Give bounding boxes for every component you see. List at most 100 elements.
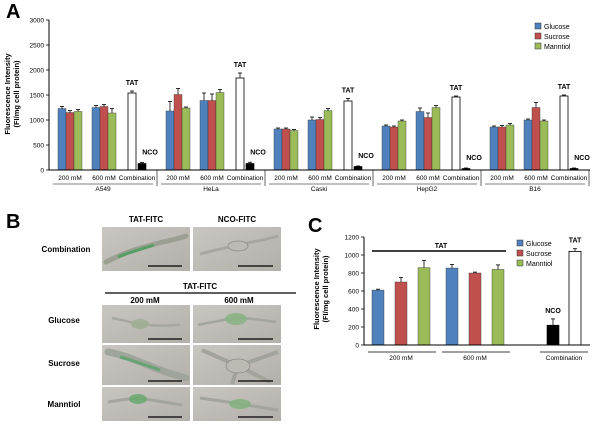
panel-b-row-sucrose: Sucrose xyxy=(48,359,80,368)
panel-a-ylabel-line1: Fluorescence Intensity xyxy=(3,53,12,135)
bar-A549-200mm-sucrose xyxy=(65,112,75,171)
bar-HeLa-600mm-sucrose xyxy=(207,100,217,171)
legend-c-swatch-sucrose xyxy=(516,249,524,257)
annotation-B16-tat: TAT xyxy=(558,84,571,91)
panel-c-annotation-tat: TAT xyxy=(569,238,582,245)
bar-A549-200mm-mannitol xyxy=(73,111,83,171)
panel-a-legend: Glucose Sucrose Manntiol xyxy=(534,22,571,51)
bar-c-combination-nco xyxy=(546,324,560,346)
bar-A549-600mm-sucrose xyxy=(99,106,109,171)
panel-a-sublabel-B16-0: 200 mM xyxy=(490,175,513,182)
bar-HepG2-600mm-sucrose xyxy=(423,117,433,171)
bar-c-0-sucrose xyxy=(394,281,408,346)
micrograph-glucose-200 xyxy=(102,305,190,343)
panel-b-col-200mm: 200 mM xyxy=(130,296,160,305)
panel-a-group-label-Caski: Caski xyxy=(311,186,327,193)
bar-HepG2-200mm-glucose xyxy=(381,125,391,171)
panel-c-legend: Glucose Sucrose Manntiol xyxy=(516,239,553,268)
bar-c-1-sucrose xyxy=(468,272,482,346)
micrograph-mannitol-200 xyxy=(102,387,190,421)
panel-a-sublabel-Caski-0: 200 mM xyxy=(274,175,297,182)
bar-A549-600mm-mannitol xyxy=(107,112,117,171)
legend-label-mannitol: Manntiol xyxy=(544,44,571,51)
bar-A549-600mm-glucose xyxy=(91,107,101,171)
annotation-Caski-nco: NCO xyxy=(358,153,374,160)
panel-b-row-mannitol: Manntiol xyxy=(48,400,81,409)
bar-B16-600mm-mannitol xyxy=(539,120,549,171)
panel-a-ytick-label: 2000 xyxy=(30,67,45,74)
legend-label-glucose: Glucose xyxy=(544,24,570,31)
panel-a-ytick-label: 1000 xyxy=(30,117,45,124)
bar-HeLa-200mm-sucrose xyxy=(173,94,183,171)
annotation-B16-nco: NCO xyxy=(574,155,590,162)
micrograph-glucose-600 xyxy=(193,305,281,343)
panel-a-sublabel-A549-1: 600 mM xyxy=(92,175,115,182)
micrograph-combination-nco xyxy=(193,227,281,271)
bar-c-0-mannitol xyxy=(417,267,431,346)
panel-a-chart: Fluorescence Intensity (FI/mg cell prote… xyxy=(3,17,590,193)
legend-c-swatch-mannitol xyxy=(516,259,524,267)
panel-c-group-label-0: 200 mM xyxy=(389,355,412,362)
bar-B16-200mm-glucose xyxy=(489,126,499,171)
panel-c-ytick-label: 1200 xyxy=(345,234,360,241)
bar-B16-tat xyxy=(559,95,569,171)
panel-a-sublabel-HepG2-2: Combination xyxy=(443,175,480,182)
panel-a-sublabel-HeLa-2: Combination xyxy=(227,175,264,182)
bar-HepG2-600mm-mannitol xyxy=(431,107,441,171)
panel-c-ytick-label: 200 xyxy=(348,324,359,331)
bar-HeLa-600mm-mannitol xyxy=(215,92,225,171)
panel-a-sublabel-HepG2-1: 600 mM xyxy=(416,175,439,182)
annotation-A549-nco: NCO xyxy=(142,150,158,157)
panel-a-ytick-label: 2500 xyxy=(30,42,45,49)
panel-a-sublabel-A549-0: 200 mM xyxy=(58,175,81,182)
panel-c-group-label-1: 600 mM xyxy=(463,355,486,362)
panel-c-chart: Fluorescence Intensity (FI/mg cell prote… xyxy=(312,234,590,362)
micrograph-sucrose-600 xyxy=(193,345,281,385)
panel-a-sublabel-HeLa-0: 200 mM xyxy=(166,175,189,182)
panel-a-sublabel-HeLa-1: 600 mM xyxy=(200,175,223,182)
bar-HepG2-600mm-glucose xyxy=(415,111,425,171)
bar-Caski-200mm-mannitol xyxy=(289,130,299,171)
legend-swatch-glucose xyxy=(534,22,542,30)
bar-HeLa-nco xyxy=(245,163,255,171)
panel-b-row-glucose: Glucose xyxy=(48,316,80,325)
panel-a-ylabel-line2: (FI/mg cell protein) xyxy=(12,60,21,128)
bar-A549-nco xyxy=(137,163,147,171)
panel-b-header-nco-fitc: NCO-FITC xyxy=(218,215,256,224)
panel-b-micrographs: NCO-FITC TAT-FITC Combination TAT-FITC 2… xyxy=(42,215,296,421)
bar-Caski-nco xyxy=(353,166,363,171)
bar-HeLa-200mm-glucose xyxy=(165,110,175,171)
panel-a-sublabel-B16-1: 600 mM xyxy=(524,175,547,182)
panel-c-ytick-label: 1000 xyxy=(345,252,360,259)
panel-c-ylabel-line2: (FI/mg cell protein) xyxy=(321,255,330,323)
panel-b-col-600mm: 600 mM xyxy=(224,296,254,305)
panel-c-ylabel-line1: Fluorescence Intensity xyxy=(312,248,321,330)
panel-b-subheader-tat-fitc: TAT-FITC xyxy=(183,282,218,291)
panel-a-sublabel-HepG2-0: 200 mM xyxy=(382,175,405,182)
bar-HeLa-tat xyxy=(235,77,245,171)
panel-c-tat-group-label: TAT xyxy=(435,243,448,250)
annotation-A549-tat: TAT xyxy=(126,80,139,87)
bar-c-0-glucose xyxy=(371,289,385,346)
annotation-HepG2-nco: NCO xyxy=(466,155,482,162)
bar-c-combination-tat xyxy=(568,250,582,346)
annotation-HepG2-tat: TAT xyxy=(450,85,463,92)
bar-B16-200mm-mannitol xyxy=(505,124,515,171)
panel-a-group-label-HepG2: HepG2 xyxy=(417,186,438,193)
bar-c-1-mannitol xyxy=(491,269,505,346)
bar-B16-200mm-sucrose xyxy=(497,126,507,171)
bar-HepG2-tat xyxy=(451,96,461,171)
bar-B16-600mm-sucrose xyxy=(531,107,541,171)
panel-letter-b: B xyxy=(6,211,20,233)
panel-c-ytick-label: 0 xyxy=(355,342,359,349)
panel-c-annotation-nco: NCO xyxy=(545,308,561,315)
panel-c-ytick-label: 800 xyxy=(348,270,359,277)
bar-HepG2-200mm-sucrose xyxy=(389,126,399,171)
panel-a-sublabel-Caski-1: 600 mM xyxy=(308,175,331,182)
bar-B16-600mm-glucose xyxy=(523,119,533,171)
bar-HepG2-200mm-mannitol xyxy=(397,120,407,171)
annotation-HeLa-nco: NCO xyxy=(250,149,266,156)
legend-c-label-glucose: Glucose xyxy=(526,241,552,248)
micrograph-sucrose-200 xyxy=(102,345,190,385)
legend-c-label-mannitol: Manntiol xyxy=(526,261,553,268)
